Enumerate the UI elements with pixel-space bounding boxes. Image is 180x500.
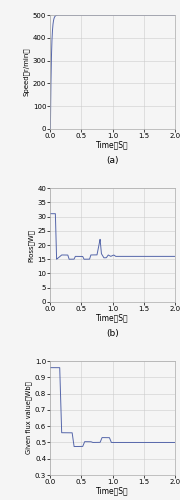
- Text: (b): (b): [106, 329, 119, 338]
- Y-axis label: Speed（r/min）: Speed（r/min）: [23, 48, 30, 96]
- X-axis label: Time（S）: Time（S）: [96, 486, 129, 496]
- X-axis label: Time（S）: Time（S）: [96, 140, 129, 149]
- X-axis label: Time（S）: Time（S）: [96, 314, 129, 322]
- Y-axis label: Ploss（W）: Ploss（W）: [28, 228, 34, 262]
- Text: (a): (a): [106, 156, 119, 165]
- Y-axis label: Given flux value（Wb）: Given flux value（Wb）: [26, 382, 32, 454]
